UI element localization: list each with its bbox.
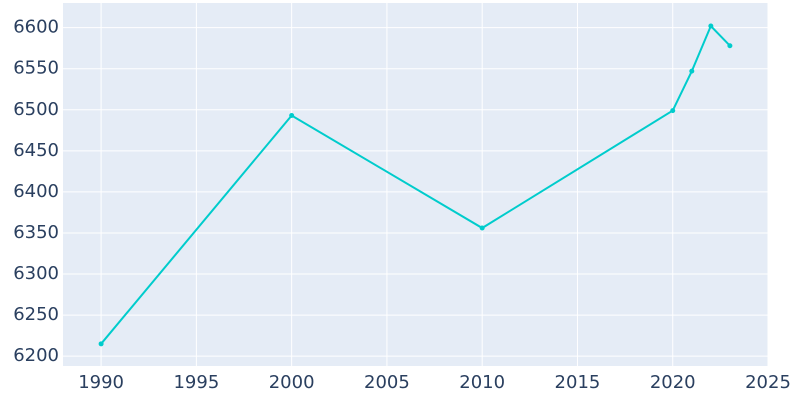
x-tick-label: 2025 (745, 372, 791, 393)
x-tick-label: 2000 (269, 372, 315, 393)
y-tick-label: 6200 (13, 345, 59, 366)
data-point (689, 68, 695, 74)
y-tick-label: 6250 (13, 304, 59, 325)
data-point (708, 23, 714, 29)
y-tick-label: 6450 (13, 140, 59, 161)
x-tick-label: 2010 (459, 372, 505, 393)
data-point (479, 225, 485, 231)
x-tick-label: 2020 (650, 372, 696, 393)
y-tick-label: 6550 (13, 58, 59, 79)
y-tick-label: 6500 (13, 99, 59, 120)
x-tick-label: 2005 (364, 372, 410, 393)
x-tick-label: 1990 (78, 372, 124, 393)
x-tick-label: 1995 (173, 372, 219, 393)
data-point (670, 108, 676, 114)
y-tick-label: 6400 (13, 181, 59, 202)
data-point (727, 43, 733, 49)
x-tick-label: 2015 (555, 372, 601, 393)
data-point (98, 341, 104, 347)
plot-area (63, 3, 768, 366)
y-tick-label: 6600 (13, 17, 59, 38)
y-tick-label: 6300 (13, 263, 59, 284)
y-tick-label: 6350 (13, 222, 59, 243)
data-point (289, 113, 295, 119)
